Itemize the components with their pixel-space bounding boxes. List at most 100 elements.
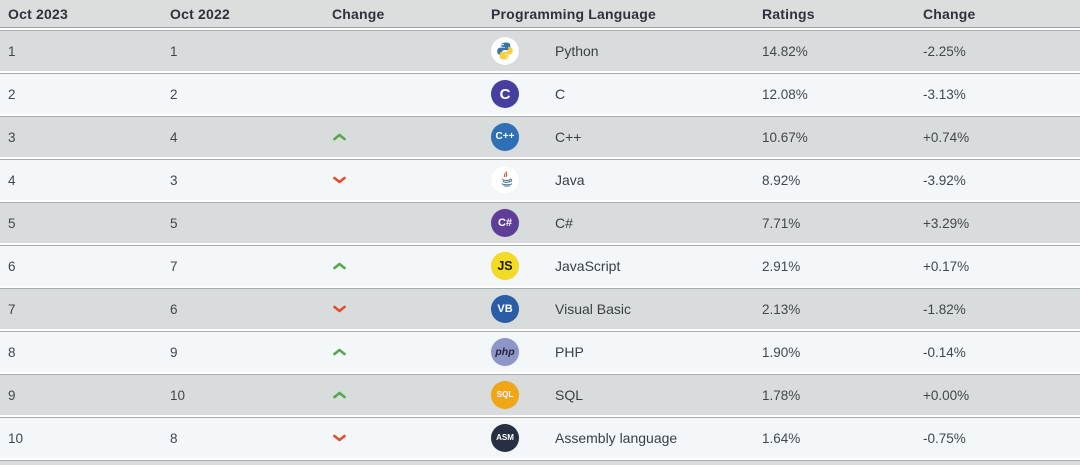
header-rank-previous: Oct 2022 (170, 5, 230, 22)
ratings-value: 1.78% (762, 387, 801, 403)
icon-letter: JS (497, 258, 513, 273)
rank-current-cell: 7 (8, 301, 16, 317)
down-arrow-icon (332, 175, 347, 185)
change-value: +0.17% (923, 258, 970, 274)
ratings-value: 2.13% (762, 301, 801, 317)
ratings-value: 10.67% (762, 129, 808, 145)
language-icon-cell: C++ (491, 123, 555, 151)
change-value: +0.00% (923, 387, 970, 403)
change-value: -3.13% (923, 86, 966, 102)
rank-previous-cell: 5 (170, 215, 178, 231)
down-arrow-icon (332, 433, 347, 443)
rank-current-cell: 10 (8, 430, 24, 446)
rank-current-cell: 4 (8, 172, 16, 188)
js-icon: JS (491, 252, 519, 280)
table-row: 9 10 SQL SQL 1.78% +0.00% (0, 374, 1080, 415)
csharp-icon: C# (491, 209, 519, 237)
language-icon-cell (491, 37, 555, 65)
rank-previous-cell: 9 (170, 344, 178, 360)
cpp-icon: C++ (491, 123, 519, 151)
ratings-value: 1.64% (762, 430, 801, 446)
icon-letter: php (495, 345, 515, 358)
next-row-partial (0, 460, 1080, 465)
language-icon-cell: SQL (491, 381, 555, 409)
ratings-value: 7.71% (762, 215, 801, 231)
rank-previous-cell: 7 (170, 258, 178, 274)
ratings-value: 8.92% (762, 172, 801, 188)
change-direction-cell (332, 390, 491, 400)
up-arrow-icon (332, 132, 347, 142)
language-name: C (555, 86, 566, 102)
rank-current-cell: 3 (8, 129, 16, 145)
icon-letter: C (499, 85, 511, 103)
vb-icon: VB (491, 295, 519, 323)
ratings-value: 14.82% (762, 43, 808, 59)
change-value: +0.74% (923, 129, 970, 145)
rank-previous-cell: 2 (170, 86, 178, 102)
up-arrow-icon (332, 390, 347, 400)
table-row: 3 4 C++ C++ 10.67% +0.74% (0, 116, 1080, 157)
icon-letter: ASM (496, 433, 514, 442)
icon-letter: C# (497, 216, 513, 229)
rank-current-cell: 8 (8, 344, 16, 360)
header-ratings: Ratings (762, 5, 815, 22)
header-rank-current: Oct 2023 (8, 5, 68, 22)
change-direction-cell (332, 261, 491, 271)
icon-letter: C++ (495, 131, 515, 142)
language-icon-cell: JS (491, 252, 555, 280)
change-direction-cell (332, 132, 491, 142)
language-name: C++ (555, 129, 582, 145)
rank-previous-cell: 3 (170, 172, 178, 188)
language-icon-cell: php (491, 338, 555, 366)
java-icon (491, 166, 519, 194)
table-row: 7 6 VB Visual Basic 2.13% -1.82% (0, 288, 1080, 329)
language-name: C# (555, 215, 573, 231)
table-header: Oct 2023 Oct 2022 Change Programming Lan… (0, 0, 1080, 28)
rank-previous-cell: 6 (170, 301, 178, 317)
rank-current-cell: 6 (8, 258, 16, 274)
table-row: 6 7 JS JavaScript 2.91% +0.17% (0, 245, 1080, 286)
icon-letter: SQL (496, 390, 514, 399)
ratings-value: 2.91% (762, 258, 801, 274)
language-name: Visual Basic (555, 301, 632, 317)
language-icon-cell: C (491, 80, 555, 108)
sql-icon: SQL (491, 381, 519, 409)
header-change: Change (332, 5, 385, 22)
asm-icon: ASM (491, 424, 519, 452)
language-name: Java (555, 172, 585, 188)
language-name: SQL (555, 387, 584, 403)
icon-letter: VB (497, 302, 513, 315)
language-icon-cell: ASM (491, 424, 555, 452)
change-direction-cell (332, 175, 491, 185)
c-icon: C (491, 80, 519, 108)
rank-current-cell: 2 (8, 86, 16, 102)
change-value: -3.92% (923, 172, 966, 188)
rank-previous-cell: 1 (170, 43, 178, 59)
language-name: PHP (555, 344, 584, 360)
rank-previous-cell: 4 (170, 129, 178, 145)
header-programming-language: Programming Language (491, 5, 657, 22)
table-row: 2 2 C C 12.08% -3.13% (0, 73, 1080, 114)
python-icon (491, 37, 519, 65)
change-value: +3.29% (923, 215, 970, 231)
change-direction-cell (332, 347, 491, 357)
language-icon-cell (491, 166, 555, 194)
change-direction-cell (332, 433, 491, 443)
rank-previous-cell: 10 (170, 387, 186, 403)
php-icon: php (491, 338, 519, 366)
language-name: Python (555, 43, 599, 59)
rank-previous-cell: 8 (170, 430, 178, 446)
down-arrow-icon (332, 304, 347, 314)
change-value: -0.14% (923, 344, 966, 360)
up-arrow-icon (332, 347, 347, 357)
change-value: -2.25% (923, 43, 966, 59)
rank-current-cell: 9 (8, 387, 16, 403)
ratings-value: 12.08% (762, 86, 808, 102)
language-name: JavaScript (555, 258, 621, 274)
table-row: 1 1 Python 14.82% -2.25% (0, 30, 1080, 71)
change-value: -1.82% (923, 301, 966, 317)
change-direction-cell (332, 304, 491, 314)
table-row: 5 5 C# C# 7.71% +3.29% (0, 202, 1080, 243)
rank-current-cell: 1 (8, 43, 16, 59)
table-row: 4 3 Java 8.92% -3.92% (0, 159, 1080, 200)
